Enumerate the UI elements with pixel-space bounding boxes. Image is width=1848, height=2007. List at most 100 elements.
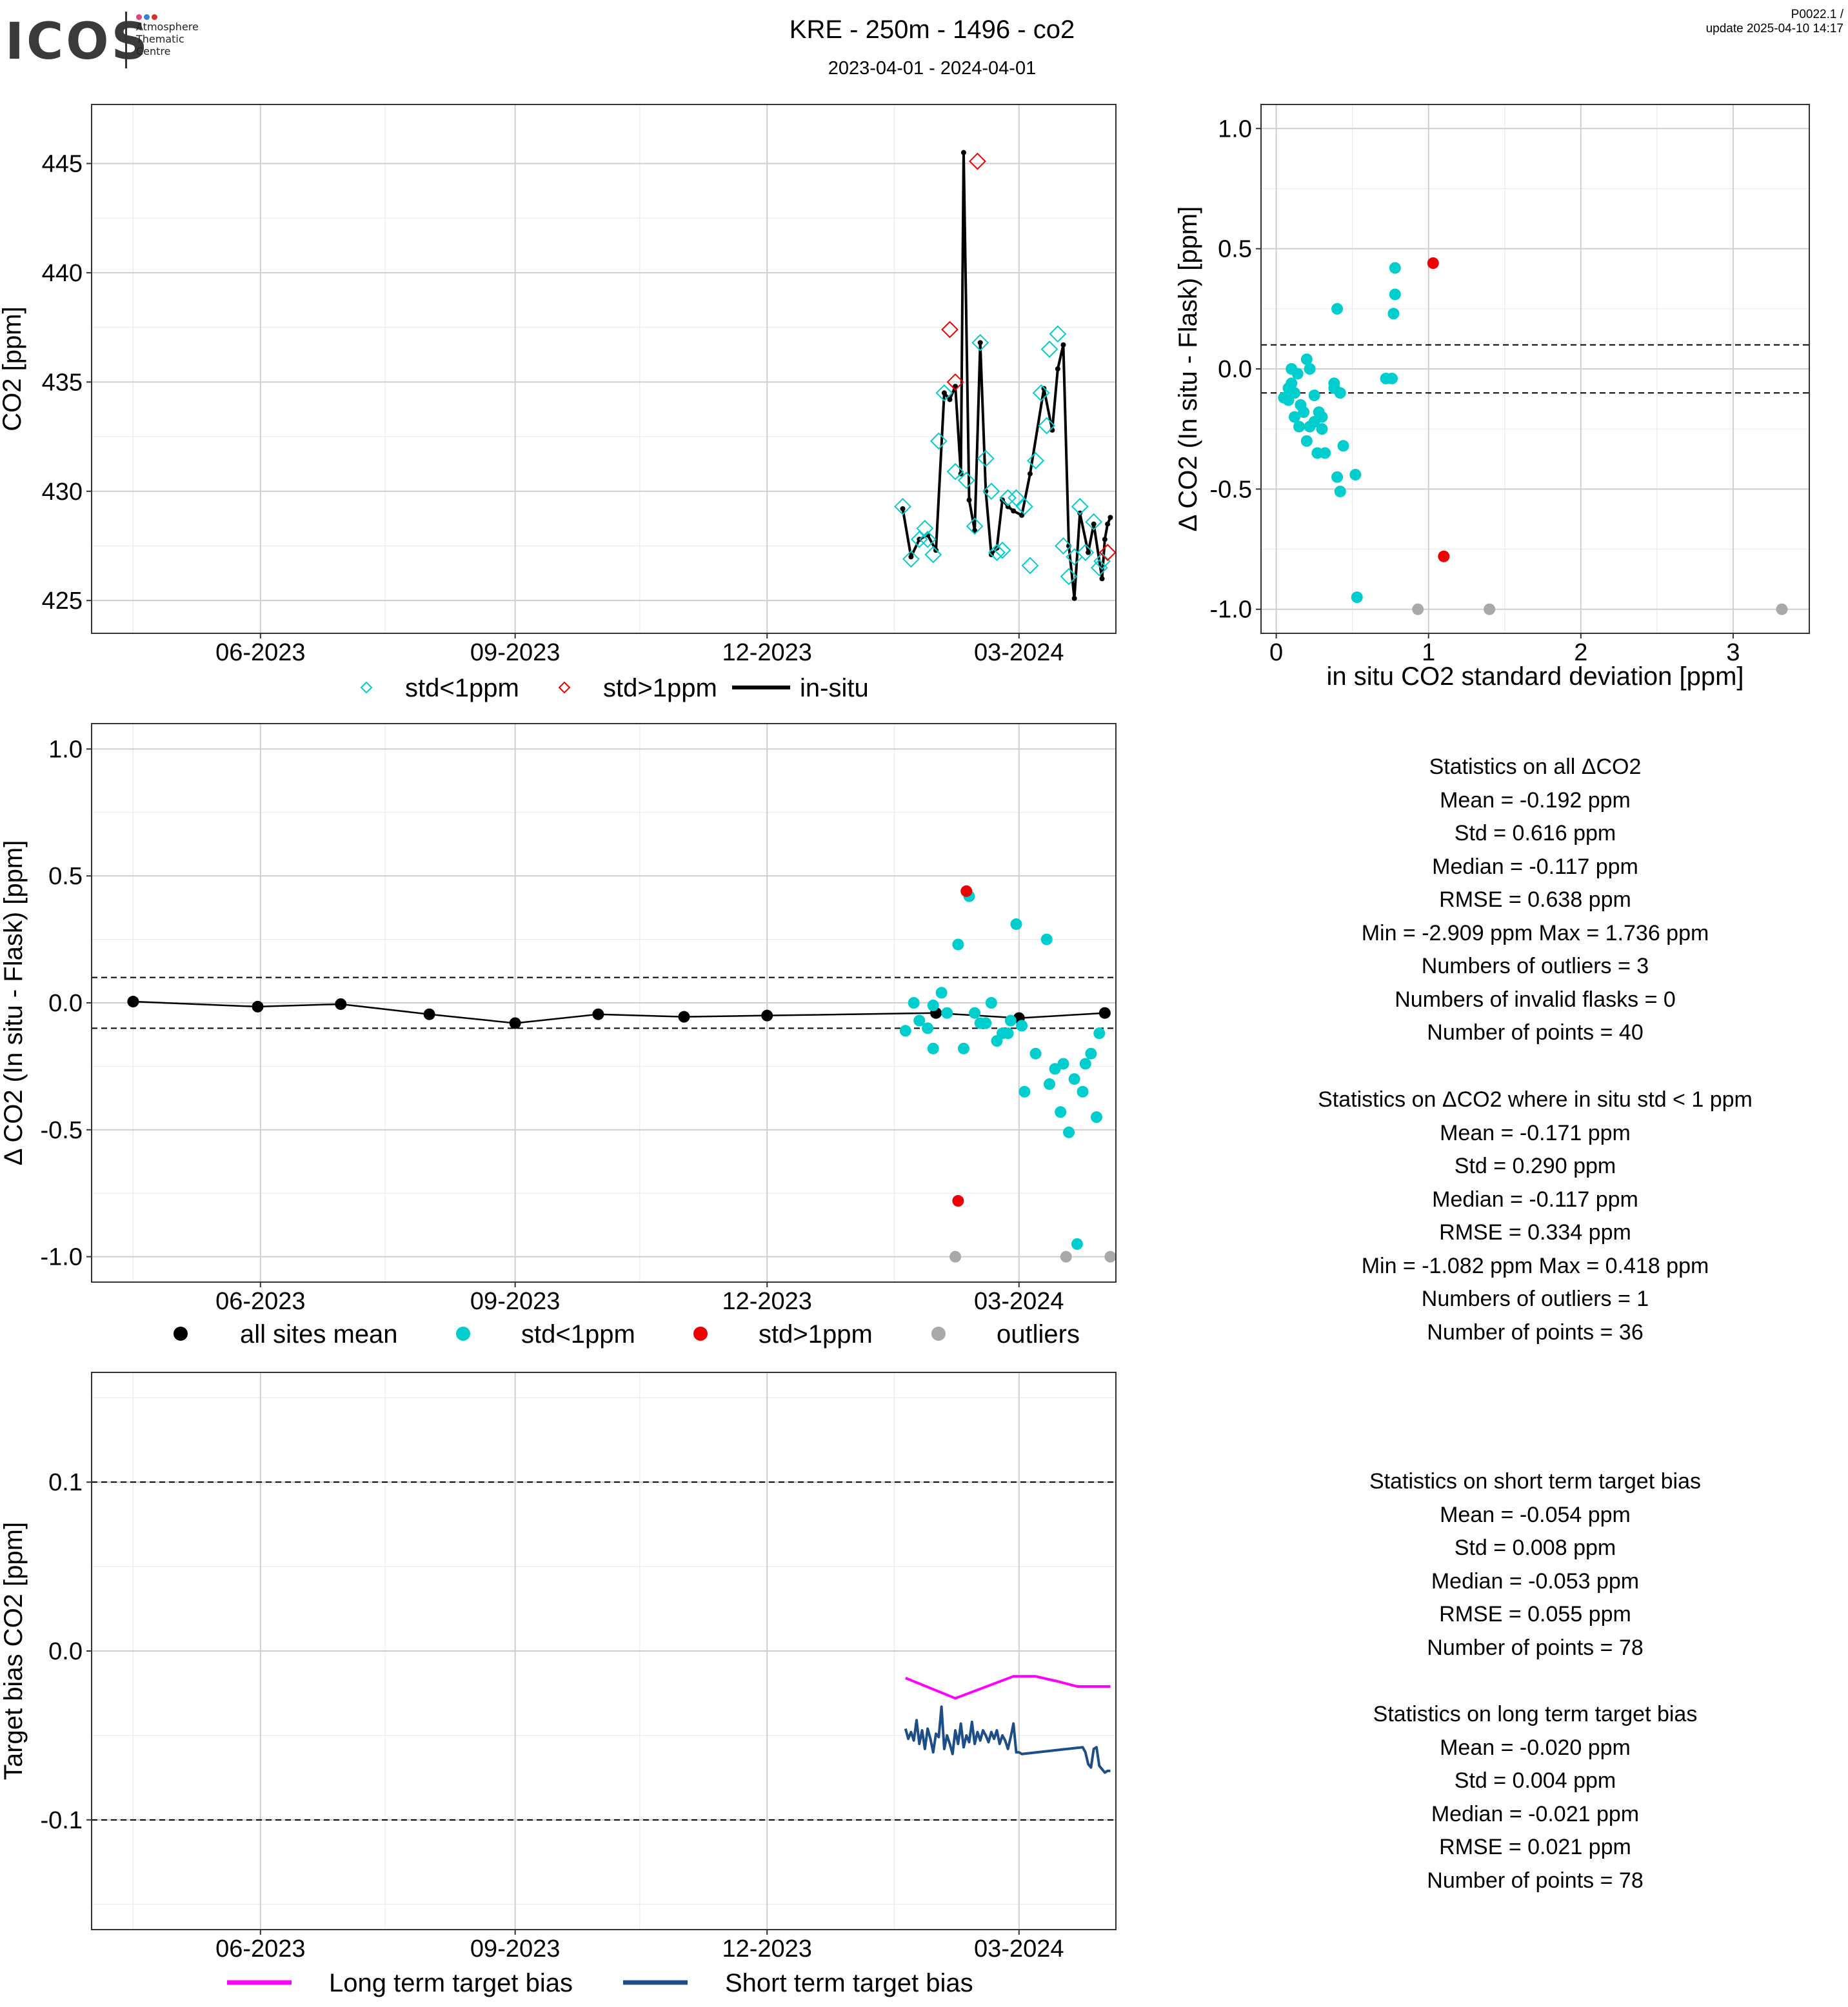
scatter-point — [1293, 420, 1306, 433]
stats-title: Statistics on short term target bias — [1369, 1469, 1701, 1494]
x-tick-label: 09-2023 — [470, 639, 560, 666]
stats-line: Mean = -0.054 ppm — [1440, 1502, 1631, 1527]
delta-point — [985, 997, 997, 1009]
stats-short-term-bias: Statistics on short term target bias Mea… — [1251, 1465, 1819, 1665]
in-situ-point — [1102, 537, 1108, 542]
flask-diamond-low-std — [916, 519, 934, 537]
flask-diamond-low-std — [935, 384, 953, 402]
delta-point — [1055, 1106, 1067, 1118]
y-tick-label: -1.0 — [1210, 597, 1252, 624]
delta-point — [969, 1007, 981, 1019]
in-situ-point — [1027, 471, 1033, 477]
flask-diamond-low-std — [894, 498, 911, 515]
stats-all-delta: Statistics on all ΔCO2 Mean = -0.192 ppm… — [1251, 751, 1819, 1050]
y-tick-label: -0.1 — [41, 1807, 83, 1834]
delta-point — [1002, 1027, 1014, 1040]
flask-diamond-high-std — [1098, 544, 1117, 562]
delta-point — [1071, 1238, 1083, 1250]
stats-line: Std = 0.004 ppm — [1454, 1768, 1616, 1793]
flask-diamond-low-std — [946, 462, 964, 480]
legend-key-std-high — [558, 681, 571, 694]
scatter-point — [1282, 394, 1295, 406]
flask-diamond-low-std — [1027, 451, 1044, 470]
delta-point — [1010, 918, 1022, 930]
scatter-point — [1331, 302, 1344, 315]
flask-diamond-low-std — [910, 530, 928, 548]
sites-mean-point — [252, 1000, 264, 1013]
flask-diamond-low-std — [1049, 325, 1067, 343]
flask-diamond-low-std — [1071, 498, 1089, 515]
x-tick-label: 03-2024 — [974, 1288, 1064, 1315]
in-situ-point — [1077, 510, 1083, 516]
stats-line: RMSE = 0.021 ppm — [1439, 1835, 1631, 1859]
x-tick-label: 09-2023 — [470, 1935, 560, 1963]
flask-diamond-low-std — [1077, 544, 1095, 562]
sites-mean-point — [678, 1011, 690, 1023]
delta-point — [927, 999, 939, 1011]
stats-title: Statistics on ΔCO2 where in situ std < 1… — [1318, 1087, 1753, 1112]
stats-line: Std = 0.616 ppm — [1454, 821, 1616, 845]
delta-point — [1063, 1126, 1075, 1138]
in-situ-point — [1060, 342, 1066, 348]
logo-dot-1 — [136, 14, 142, 20]
stats-title: Statistics on long term target bias — [1373, 1702, 1698, 1726]
flask-diamond-low-std — [982, 482, 1000, 500]
scatter-point — [1316, 423, 1328, 435]
in-situ-point — [1091, 521, 1097, 527]
scatter-point — [1319, 447, 1331, 459]
logo-line: Thematic — [136, 33, 184, 45]
stats-low-std-delta: Statistics on ΔCO2 where in situ std < 1… — [1251, 1083, 1819, 1349]
flask-diamond-low-std — [1032, 384, 1050, 402]
legend-label: std>1ppm — [603, 674, 717, 702]
stats-line: Median = -0.021 ppm — [1431, 1801, 1640, 1826]
legend-key-std-low — [360, 681, 373, 694]
scatter-point — [1308, 416, 1320, 428]
legend-key-dot — [693, 1327, 708, 1341]
y-tick-label: 0.0 — [48, 1638, 83, 1665]
bias-line — [905, 1675, 1111, 1700]
delta-point — [941, 1007, 953, 1019]
delta-point — [1040, 933, 1053, 945]
stats-line: Mean = -0.171 ppm — [1440, 1120, 1631, 1145]
sites-mean-point — [1098, 1007, 1111, 1019]
delta-point — [899, 1025, 911, 1037]
in-situ-point — [1019, 513, 1025, 519]
y-tick-label: -0.5 — [1210, 476, 1252, 503]
in-situ-point — [908, 554, 914, 560]
flask-diamond-low-std — [924, 546, 942, 564]
stats-line: Median = -0.053 ppm — [1431, 1568, 1640, 1594]
bias-line — [904, 1705, 1111, 1774]
scatter-point — [1776, 603, 1788, 615]
in-situ-point — [1011, 508, 1017, 514]
delta-point — [1090, 1111, 1102, 1123]
legend-label: std>1ppm — [759, 1320, 873, 1349]
logo-divider — [125, 12, 127, 68]
in-situ-point — [1099, 576, 1105, 582]
stats-title: Statistics on all ΔCO2 — [1429, 755, 1642, 779]
scatter-point — [1389, 288, 1401, 301]
x-tick-label: 3 — [1726, 639, 1740, 666]
delta-point — [960, 885, 973, 897]
logo-dots — [136, 12, 159, 23]
x-tick-label: 12-2023 — [722, 1935, 811, 1963]
icos-logo: ICOS Atmosphere Thematic Centre — [5, 8, 212, 72]
in-situ-point — [1105, 521, 1111, 527]
stats-line: RMSE = 0.334 ppm — [1439, 1220, 1631, 1245]
delta-point — [949, 1251, 962, 1263]
y-axis-title: Target bias CO2 [ppm] — [0, 1522, 28, 1780]
in-situ-point — [947, 397, 953, 402]
flask-diamond-low-std — [999, 489, 1017, 507]
delta-point — [957, 1042, 969, 1054]
scatter-point — [1412, 603, 1424, 615]
flask-diamond-low-std — [1008, 489, 1025, 507]
delta-point — [1057, 1058, 1069, 1070]
x-tick-label: 06-2023 — [215, 1935, 305, 1963]
flask-diamond-low-std — [977, 450, 995, 468]
logo-subtitle: Atmosphere Thematic Centre — [136, 21, 199, 57]
stats-long-term-bias: Statistics on long term target bias Mean… — [1251, 1698, 1819, 1897]
logo-dot-2 — [144, 14, 150, 20]
scatter-point — [1308, 390, 1320, 401]
x-tick-label: 06-2023 — [215, 639, 305, 666]
stats-line: Min = -1.082 ppm Max = 0.418 ppm — [1361, 1253, 1709, 1278]
stats-line: Numbers of outliers = 1 — [1421, 1287, 1649, 1311]
